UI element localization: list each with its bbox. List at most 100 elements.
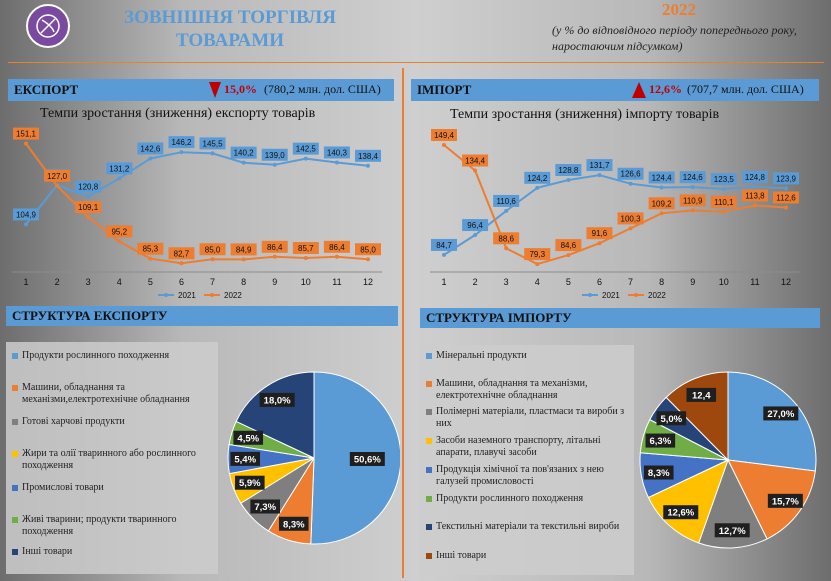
- pie-data-label: 8,3%: [648, 468, 670, 479]
- data-label: 96,4: [467, 221, 483, 230]
- column-divider: [402, 68, 404, 578]
- export-pie-chart: 50,6% 8,3% 7,3% 5,9% 5,4% 4,5% 18,0%: [227, 371, 400, 545]
- x-tick-label: 2: [55, 277, 60, 287]
- data-label-bg: [106, 162, 133, 175]
- pie-label-bg: [250, 499, 280, 514]
- data-label-bg: [648, 171, 675, 184]
- data-point-2022: [148, 256, 153, 261]
- pie-slice: [647, 459, 729, 544]
- data-label-bg: [555, 239, 582, 252]
- data-point-2022: [442, 143, 446, 148]
- data-label-bg: [773, 191, 799, 204]
- data-point-2022: [24, 141, 28, 146]
- export-band: ЕКСПОРТ 15,0% (780,2 млн. дол. США): [8, 79, 394, 101]
- data-point-2022: [303, 256, 308, 261]
- import-label: ІМПОРТ: [417, 82, 472, 97]
- data-label: 124,8: [745, 173, 766, 182]
- data-label-bg: [710, 195, 737, 208]
- x-tick-label: 7: [210, 277, 215, 287]
- page-title: ЗОВНІШНЯ ТОРГІВЛЯ ТОВАРАМИ: [124, 7, 336, 51]
- data-point-2022: [473, 168, 478, 173]
- data-label: 100,3: [621, 214, 642, 223]
- legend-label-2022: 2022: [224, 291, 242, 300]
- data-label: 109,2: [652, 199, 673, 208]
- increase-arrow-icon: [632, 82, 646, 98]
- export-structure-title: СТРУКТУРА ЕКСПОРТУ: [12, 308, 168, 323]
- data-label-bg: [137, 142, 164, 155]
- pie-data-label: 5,0%: [660, 414, 682, 425]
- data-label: 126,6: [621, 170, 642, 179]
- data-point-2021: [272, 162, 277, 167]
- data-point-2022: [86, 215, 91, 220]
- data-point-2022: [752, 203, 757, 208]
- export-structure-legend: Продукти рослинного походження Машини, о…: [6, 342, 218, 574]
- legend-swatch: [12, 517, 18, 523]
- legend-swatch: [12, 451, 18, 457]
- data-point-2021: [659, 185, 664, 190]
- pie-data-label: 18,0%: [264, 395, 291, 406]
- x-tick-label: 3: [504, 277, 509, 287]
- data-label-bg: [741, 189, 768, 202]
- legend-label-2022: 2022: [648, 291, 666, 300]
- data-label: 140,2: [234, 149, 255, 158]
- data-label-bg: [106, 225, 133, 238]
- legend-marker: [164, 293, 168, 297]
- legend-item: Інші товари: [12, 546, 212, 558]
- legend-item: Живі тварини; продукти тваринного походж…: [12, 514, 212, 538]
- data-point-2021: [241, 160, 246, 165]
- pie-data-label: 15,7%: [772, 496, 799, 507]
- legend-marker: [588, 293, 592, 297]
- data-label-bg: [679, 194, 706, 207]
- data-label-bg: [617, 167, 644, 180]
- data-point-2022: [690, 208, 695, 213]
- x-tick-label: 8: [241, 277, 246, 287]
- legend-swatch: [426, 524, 432, 530]
- data-label: 104,9: [16, 210, 37, 219]
- pie-data-label: 4,5%: [237, 433, 259, 444]
- data-label-bg: [493, 232, 520, 245]
- data-label-bg: [13, 208, 39, 221]
- data-label-bg: [493, 194, 520, 207]
- data-label: 124,4: [652, 173, 673, 182]
- pie-label-bg: [645, 433, 676, 448]
- data-point-2022: [55, 183, 60, 188]
- data-label: 151,1: [16, 130, 37, 139]
- x-tick-label: 10: [301, 277, 311, 287]
- data-label-bg: [137, 242, 164, 255]
- data-label: 149,4: [434, 131, 455, 140]
- legend-swatch: [12, 549, 18, 555]
- data-label: 86,4: [329, 243, 345, 252]
- legend-swatch: [426, 438, 432, 444]
- data-point-2022: [504, 246, 509, 251]
- data-label-bg: [230, 243, 257, 256]
- pie-data-label: 12,7%: [719, 526, 746, 537]
- report-year: 2022: [662, 0, 696, 19]
- data-label-bg: [710, 173, 737, 186]
- legend-item: Текстильні матеріали та текстильні вироб…: [426, 521, 630, 533]
- x-tick-label: 9: [272, 277, 277, 287]
- data-label: 110,9: [683, 196, 703, 205]
- x-tick-label: 6: [179, 277, 184, 287]
- data-label: 113,8: [745, 191, 765, 200]
- data-label-bg: [168, 247, 195, 260]
- data-label-bg: [13, 127, 39, 140]
- pie-label-bg: [686, 387, 717, 402]
- x-tick-label: 9: [690, 277, 695, 287]
- pie-data-label: 5,9%: [239, 478, 261, 489]
- data-label-bg: [261, 148, 288, 161]
- x-tick-label: 4: [535, 277, 540, 287]
- legend-swatch: [12, 353, 18, 359]
- data-label: 112,6: [776, 194, 796, 203]
- data-label: 88,6: [498, 234, 514, 243]
- legend-item: Мінеральні продукти: [426, 350, 630, 362]
- export-chart-title: Темпи зростання (зниження) експорту това…: [40, 106, 316, 121]
- import-structure-title: СТРУКТУРА ІМПОРТУ: [426, 310, 572, 325]
- data-point-2021: [784, 186, 788, 191]
- data-label: 85,3: [143, 245, 159, 254]
- data-point-2021: [148, 156, 153, 161]
- data-label: 91,6: [592, 229, 608, 238]
- data-point-2022: [659, 211, 664, 216]
- data-label: 123,9: [776, 174, 797, 183]
- data-label: 124,2: [527, 174, 548, 183]
- data-label: 95,2: [111, 227, 127, 236]
